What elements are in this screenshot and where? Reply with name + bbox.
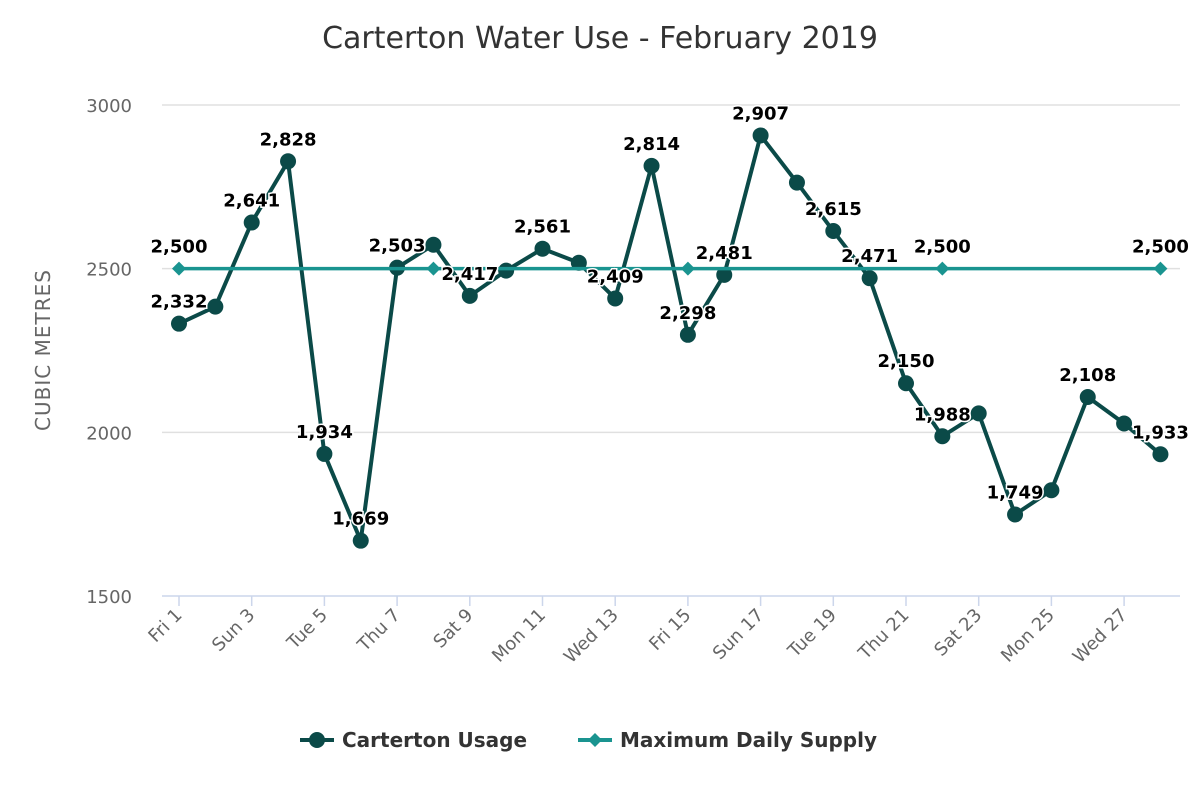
x-tick-label: Tue 19 bbox=[783, 605, 841, 663]
x-tick-label: Thu 7 bbox=[353, 605, 405, 657]
usage-data-label: 2,641 bbox=[223, 191, 280, 212]
x-tick-label: Wed 27 bbox=[1069, 605, 1132, 668]
legend-circle-icon bbox=[309, 732, 325, 748]
y-tick-label: 2000 bbox=[86, 423, 132, 444]
legend-label: Carterton Usage bbox=[342, 728, 527, 752]
max-supply-data-label: 2,500 bbox=[151, 237, 208, 258]
usage-data-label: 2,561 bbox=[514, 217, 571, 238]
usage-point bbox=[280, 153, 297, 170]
usage-point bbox=[643, 157, 660, 174]
x-tick-label: Fri 15 bbox=[645, 605, 695, 655]
usage-point bbox=[861, 270, 878, 287]
usage-data-label: 1,934 bbox=[296, 422, 353, 443]
usage-data-label: 2,150 bbox=[878, 351, 935, 372]
usage-point bbox=[716, 266, 733, 283]
usage-point bbox=[316, 445, 333, 462]
usage-point bbox=[352, 532, 369, 549]
usage-data-label: 2,907 bbox=[732, 103, 789, 124]
usage-line bbox=[178, 130, 1162, 549]
usage-data-label: 1,933 bbox=[1132, 422, 1189, 443]
usage-data-label: 2,828 bbox=[260, 129, 317, 150]
x-tick-label: Sun 3 bbox=[208, 605, 259, 656]
usage-data-label: 2,503 bbox=[369, 236, 426, 257]
usage-point bbox=[679, 326, 696, 343]
y-tick-label: 1500 bbox=[86, 587, 132, 608]
max-supply-point bbox=[935, 261, 950, 276]
usage-data-label: 2,481 bbox=[696, 243, 753, 264]
usage-point bbox=[534, 240, 551, 257]
usage-point bbox=[243, 214, 260, 231]
legend-item: Carterton Usage bbox=[300, 728, 527, 752]
x-tick-label: Tue 5 bbox=[282, 605, 331, 654]
usage-point bbox=[425, 236, 442, 253]
x-tick-label: Fri 1 bbox=[144, 605, 186, 647]
y-axis-label: CUBIC METRES bbox=[31, 269, 55, 431]
max-supply-data-label: 2,500 bbox=[1132, 237, 1189, 258]
usage-data-label: 1,988 bbox=[914, 404, 971, 425]
usage-point bbox=[970, 405, 987, 422]
x-tick-label: Sun 17 bbox=[709, 605, 768, 664]
max-supply-data-label: 2,500 bbox=[914, 237, 971, 258]
usage-point bbox=[752, 127, 769, 144]
usage-point bbox=[825, 223, 842, 240]
usage-point bbox=[1043, 482, 1060, 499]
x-tick-label: Thu 21 bbox=[854, 605, 914, 665]
y-tick-label: 2500 bbox=[86, 260, 132, 281]
max-supply-point bbox=[172, 261, 186, 276]
usage-data-label: 2,471 bbox=[841, 246, 898, 267]
usage-data-label: 2,108 bbox=[1059, 365, 1116, 386]
usage-point bbox=[461, 287, 478, 304]
legend-item: Maximum Daily Supply bbox=[578, 728, 877, 752]
usage-data-label: 2,615 bbox=[805, 199, 862, 220]
usage-point bbox=[788, 174, 805, 191]
usage-data-label: 2,814 bbox=[623, 134, 680, 155]
usage-data-label: 1,669 bbox=[332, 509, 389, 530]
usage-point bbox=[498, 262, 515, 279]
usage-data-label: 2,409 bbox=[587, 266, 644, 287]
max-supply-point bbox=[680, 261, 695, 276]
usage-point bbox=[570, 254, 587, 271]
usage-data-label: 2,298 bbox=[659, 303, 716, 324]
usage-point bbox=[607, 290, 624, 307]
usage-point bbox=[1116, 415, 1133, 432]
usage-point bbox=[1007, 506, 1024, 523]
chart-title: Carterton Water Use - February 2019 bbox=[322, 21, 878, 56]
x-tick-label: Mon 11 bbox=[488, 605, 550, 667]
max-supply-point bbox=[1153, 261, 1168, 276]
usage-point bbox=[1152, 446, 1169, 463]
usage-point bbox=[171, 315, 187, 332]
x-tick-label: Mon 25 bbox=[997, 605, 1059, 667]
max-supply-point bbox=[426, 261, 441, 276]
usage-data-label: 2,417 bbox=[441, 264, 498, 285]
usage-data-label: 1,749 bbox=[987, 482, 1044, 503]
x-tick-label: Wed 13 bbox=[560, 605, 623, 668]
x-tick-label: Sat 9 bbox=[429, 605, 477, 653]
x-tick-label: Sat 23 bbox=[930, 605, 986, 661]
y-tick-label: 3000 bbox=[86, 96, 132, 117]
usage-point bbox=[1079, 388, 1096, 405]
legend-diamond-icon bbox=[588, 733, 602, 747]
usage-point bbox=[207, 298, 224, 315]
usage-data-label: 2,332 bbox=[151, 292, 208, 313]
usage-point bbox=[898, 375, 914, 392]
legend-label: Maximum Daily Supply bbox=[620, 728, 877, 752]
usage-point bbox=[934, 428, 951, 445]
